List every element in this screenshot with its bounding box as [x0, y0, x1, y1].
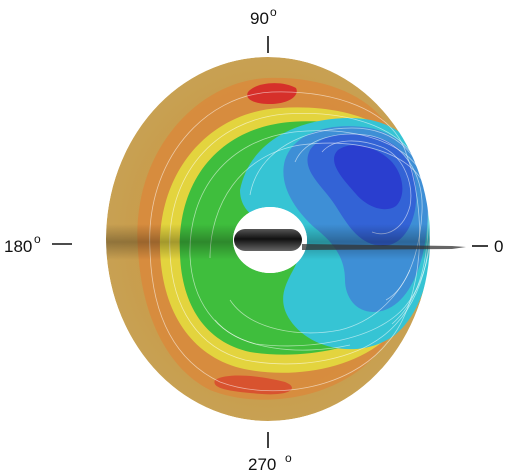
contour-level-deep-blue	[334, 145, 403, 210]
contour-hotspot-top	[247, 83, 297, 104]
angle-label-90: 90	[250, 9, 269, 28]
contour-disc	[100, 57, 440, 421]
degree-mark-90: o	[270, 5, 277, 19]
degree-mark-180: o	[34, 232, 41, 246]
angle-label-180: 180	[4, 237, 32, 256]
angle-label-270: 270	[248, 455, 276, 474]
degree-mark-270: o	[285, 451, 292, 465]
angle-label-0: 0	[494, 237, 503, 256]
zero-degree-spike	[302, 244, 466, 250]
central-hub	[233, 207, 307, 273]
contour-hotspot-bottom	[214, 375, 292, 395]
